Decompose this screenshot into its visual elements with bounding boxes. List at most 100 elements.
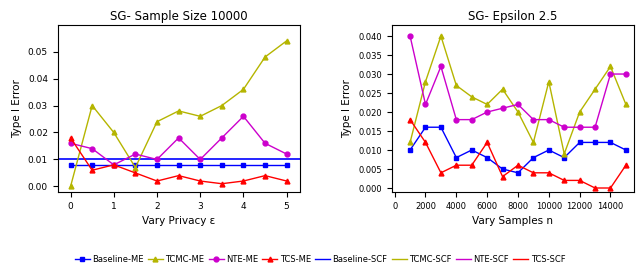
TCS-ME [132, 171, 140, 175]
NTE-SCF [622, 72, 630, 76]
TCMC-SCF [452, 84, 460, 87]
TCS-ME [175, 174, 182, 177]
NTE-SCF [468, 118, 476, 121]
Baseline-SCF [591, 141, 599, 144]
TCS-SCF [591, 186, 599, 190]
TCS-ME [218, 182, 226, 185]
NTE-SCF [499, 107, 506, 110]
Baseline-ME [218, 163, 226, 167]
NTE-SCF [406, 35, 414, 38]
TCS-SCF [561, 179, 568, 182]
Baseline-SCF [468, 149, 476, 152]
Baseline-SCF [622, 149, 630, 152]
TCS-SCF [468, 164, 476, 167]
Baseline-SCF [545, 149, 553, 152]
TCS-SCF [422, 141, 429, 144]
TCS-SCF [483, 141, 491, 144]
Line: Baseline-ME: Baseline-ME [68, 162, 289, 167]
TCMC-ME [261, 55, 269, 59]
Line: TCS-ME: TCS-ME [68, 135, 289, 186]
TCS-SCF [622, 164, 630, 167]
NTE-ME [283, 152, 291, 156]
TCMC-SCF [529, 141, 537, 144]
NTE-SCF [591, 125, 599, 129]
TCMC-SCF [545, 80, 553, 83]
TCS-SCF [437, 171, 445, 175]
TCMC-ME [175, 109, 182, 113]
TCMC-SCF [483, 103, 491, 106]
TCMC-SCF [607, 65, 614, 68]
NTE-ME [175, 136, 182, 139]
TCMC-ME [110, 131, 118, 134]
Baseline-SCF [561, 156, 568, 159]
Baseline-SCF [483, 156, 491, 159]
X-axis label: Vary Privacy ε: Vary Privacy ε [142, 216, 215, 226]
NTE-SCF [422, 103, 429, 106]
TCS-SCF [529, 171, 537, 175]
TCMC-ME [88, 104, 96, 107]
Baseline-ME [261, 163, 269, 167]
TCS-ME [153, 179, 161, 183]
NTE-SCF [514, 103, 522, 106]
Y-axis label: Type I Error: Type I Error [342, 79, 353, 138]
Baseline-ME [283, 163, 291, 167]
TCS-SCF [576, 179, 584, 182]
NTE-ME [196, 158, 204, 161]
Baseline-SCF [514, 171, 522, 175]
TCS-ME [196, 179, 204, 183]
TCMC-SCF [406, 141, 414, 144]
TCS-SCF [406, 118, 414, 121]
Baseline-SCF [529, 156, 537, 159]
NTE-ME [132, 152, 140, 156]
TCMC-SCF [576, 110, 584, 114]
TCMC-SCF [437, 35, 445, 38]
Baseline-ME [110, 163, 118, 167]
TCS-ME [261, 174, 269, 177]
TCS-SCF [545, 171, 553, 175]
NTE-ME [239, 115, 247, 118]
TCMC-SCF [499, 88, 506, 91]
TCS-ME [283, 179, 291, 183]
NTE-ME [153, 158, 161, 161]
NTE-SCF [561, 125, 568, 129]
Baseline-SCF [607, 141, 614, 144]
TCMC-ME [218, 104, 226, 107]
TCS-ME [88, 169, 96, 172]
NTE-ME [218, 136, 226, 139]
Baseline-SCF [499, 167, 506, 171]
Baseline-ME [67, 163, 74, 167]
TCS-SCF [452, 164, 460, 167]
Title: SG- Epsilon 2.5: SG- Epsilon 2.5 [468, 10, 557, 24]
NTE-SCF [607, 72, 614, 76]
TCMC-SCF [561, 152, 568, 155]
TCMC-SCF [468, 95, 476, 98]
TCS-SCF [607, 186, 614, 190]
Baseline-SCF [437, 125, 445, 129]
Baseline-ME [196, 163, 204, 167]
Line: Baseline-SCF: Baseline-SCF [408, 125, 628, 175]
Line: TCMC-SCF: TCMC-SCF [408, 34, 628, 156]
Baseline-ME [132, 163, 140, 167]
TCMC-ME [67, 185, 74, 188]
Line: NTE-ME: NTE-ME [68, 114, 289, 167]
Baseline-SCF [452, 156, 460, 159]
NTE-ME [67, 142, 74, 145]
TCMC-SCF [622, 103, 630, 106]
TCMC-SCF [422, 80, 429, 83]
Line: NTE-SCF: NTE-SCF [408, 34, 628, 130]
X-axis label: Vary Samples n: Vary Samples n [472, 216, 553, 226]
Baseline-SCF [406, 149, 414, 152]
NTE-SCF [452, 118, 460, 121]
Baseline-ME [153, 163, 161, 167]
TCMC-SCF [591, 88, 599, 91]
Baseline-SCF [576, 141, 584, 144]
TCMC-ME [132, 166, 140, 169]
TCS-ME [239, 179, 247, 183]
TCS-SCF [514, 164, 522, 167]
Baseline-ME [239, 163, 247, 167]
Line: TCMC-ME: TCMC-ME [68, 38, 289, 189]
Line: TCS-SCF: TCS-SCF [408, 117, 628, 190]
TCMC-ME [239, 88, 247, 91]
NTE-ME [261, 142, 269, 145]
Y-axis label: Type I Error: Type I Error [12, 79, 22, 138]
